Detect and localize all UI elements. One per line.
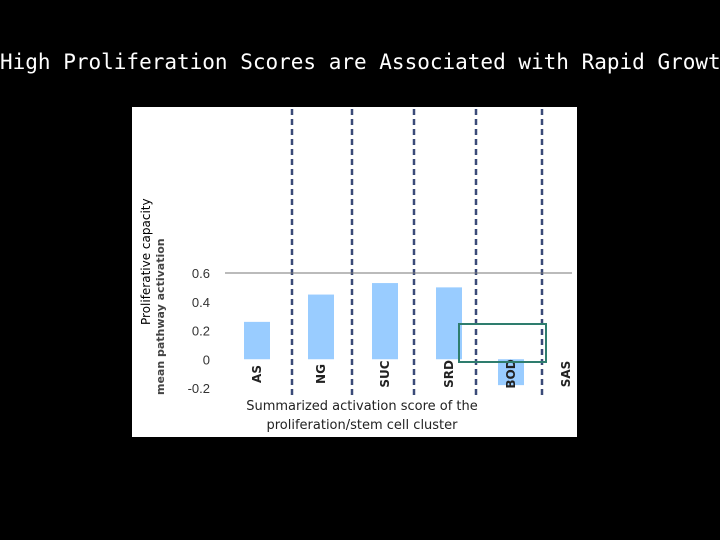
slide-title: High Proliferation Scores are Associated… <box>0 50 720 74</box>
bars <box>244 283 524 386</box>
x-axis-caption-line2: proliferation/stem cell cluster <box>266 418 458 433</box>
bar-AS <box>244 321 270 360</box>
bar-NG <box>308 294 334 360</box>
y-tick-label: 0.4 <box>192 295 210 310</box>
bar-SRD <box>436 287 462 360</box>
category-dividers <box>290 109 544 397</box>
category-label-AS: AS <box>250 365 264 383</box>
bar-chart: 0.6 0.4 0.2 0 -0.2 AS NG SUC SRD BOD SAS Prolifer… <box>139 109 573 433</box>
category-labels: AS NG SUC SRD BOD SAS <box>250 359 573 388</box>
bar-SUC <box>372 283 398 360</box>
x-axis-caption-line1: Summarized activation score of the <box>246 399 478 414</box>
y-axis-label-faint: mean pathway activation <box>154 238 167 395</box>
category-label-NG: NG <box>314 364 328 384</box>
chart-panel: 0.6 0.4 0.2 0 -0.2 AS NG SUC SRD BOD SAS Prolifer… <box>132 107 577 437</box>
y-tick-label: 0.6 <box>192 266 210 281</box>
y-tick-label: 0 <box>203 352 210 367</box>
category-label-SRD: SRD <box>442 360 456 388</box>
category-label-SAS: SAS <box>559 361 573 388</box>
bar-BOD <box>498 359 524 386</box>
category-label-SUC: SUC <box>378 360 392 387</box>
y-tick-label: -0.2 <box>188 381 210 396</box>
highlight-box <box>458 323 547 363</box>
category-label-BOD: BOD <box>504 359 518 388</box>
y-tick-label: 0.2 <box>192 324 210 339</box>
y-axis-ticks: 0.6 0.4 0.2 0 -0.2 <box>188 266 210 396</box>
y-axis-label: Proliferative capacity <box>139 198 153 325</box>
